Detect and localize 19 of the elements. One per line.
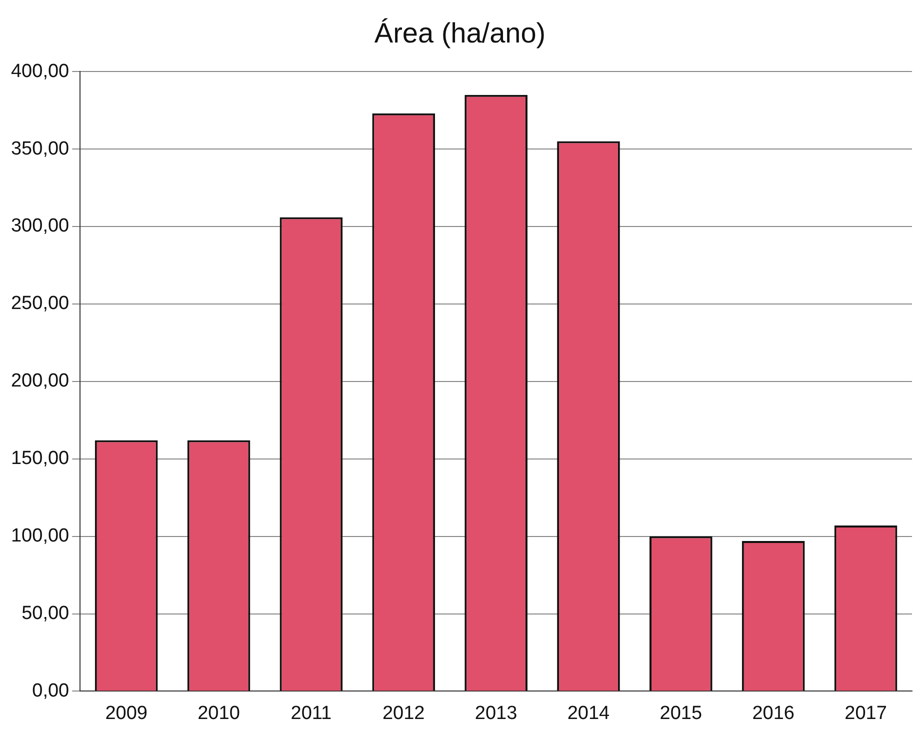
y-tick-label: 400,00: [10, 60, 70, 82]
y-tick-label: 0,00: [32, 680, 70, 702]
x-tick-label: 2012: [382, 702, 425, 724]
x-tick-label: 2016: [752, 702, 794, 724]
y-tick-label: 200,00: [10, 370, 70, 392]
y-tick-label: 100,00: [10, 526, 70, 547]
y-tick-label: 150,00: [10, 448, 70, 470]
y-tick-label: 300,00: [10, 216, 70, 237]
x-tick-label: 2013: [474, 702, 518, 724]
x-tick-label: 2015: [660, 702, 702, 724]
x-tick-label: 2010: [198, 702, 240, 724]
x-tick-label: 2017: [844, 702, 887, 724]
x-tick-label: 2014: [567, 702, 610, 724]
y-tick-label: 250,00: [10, 293, 70, 314]
x-tick-label: 2011: [290, 702, 332, 724]
x-tick-label: 2009: [105, 702, 148, 724]
y-tick-label: 350,00: [10, 138, 70, 160]
chart-title: Área (ha/ano): [374, 18, 546, 49]
y-tick-label: 50,00: [22, 602, 70, 624]
